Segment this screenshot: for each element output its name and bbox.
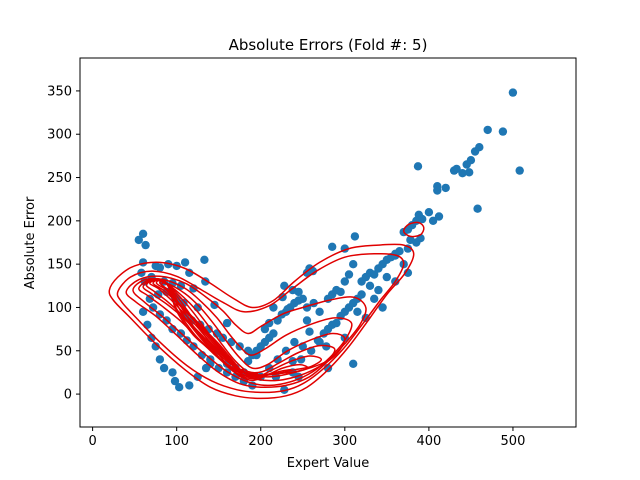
data-point bbox=[441, 183, 450, 193]
y-tick-label: 200 bbox=[47, 214, 72, 229]
density-contour-line bbox=[160, 281, 245, 371]
data-point bbox=[155, 355, 165, 364]
data-point bbox=[290, 337, 299, 347]
data-point bbox=[143, 320, 152, 329]
data-point bbox=[344, 270, 354, 279]
data-point bbox=[148, 303, 158, 312]
y-tick-label: 50 bbox=[55, 344, 72, 359]
data-point bbox=[452, 164, 461, 174]
data-point bbox=[185, 268, 194, 277]
density-contour-line bbox=[125, 275, 367, 389]
y-tick-label: 100 bbox=[47, 301, 72, 316]
data-point bbox=[508, 88, 518, 97]
data-point bbox=[298, 294, 307, 303]
data-point bbox=[353, 307, 362, 316]
density-contour-line bbox=[108, 243, 415, 400]
x-tick-label: 200 bbox=[248, 434, 273, 449]
data-point bbox=[280, 281, 289, 290]
data-point bbox=[305, 327, 314, 336]
x-tick-label: 500 bbox=[501, 434, 526, 449]
data-point bbox=[180, 258, 190, 267]
data-point bbox=[328, 242, 337, 251]
x-tick-label: 100 bbox=[164, 434, 189, 449]
data-point bbox=[378, 303, 387, 312]
data-point bbox=[458, 169, 467, 178]
data-point bbox=[350, 232, 360, 241]
data-point bbox=[428, 216, 438, 225]
data-point bbox=[280, 385, 289, 394]
data-point bbox=[294, 287, 303, 297]
data-point bbox=[466, 156, 476, 165]
data-point bbox=[475, 143, 484, 152]
data-point bbox=[138, 307, 148, 316]
y-tick-label: 250 bbox=[47, 171, 72, 186]
density-contour-line bbox=[152, 278, 292, 380]
data-point bbox=[302, 316, 312, 325]
data-point bbox=[434, 212, 444, 221]
plot-area bbox=[108, 88, 524, 400]
plot-frame bbox=[79, 57, 577, 428]
data-point bbox=[413, 162, 423, 171]
data-point bbox=[340, 277, 349, 286]
data-point bbox=[370, 294, 379, 303]
data-point bbox=[370, 270, 379, 279]
density-contour-line bbox=[116, 252, 405, 394]
data-point bbox=[138, 229, 148, 238]
data-point bbox=[433, 182, 442, 191]
data-point bbox=[382, 272, 391, 282]
density-contour-line bbox=[132, 277, 353, 387]
data-point bbox=[349, 359, 358, 368]
data-point bbox=[418, 214, 427, 224]
data-point bbox=[141, 240, 150, 250]
plot-content bbox=[108, 88, 524, 400]
data-point bbox=[206, 359, 215, 368]
data-point bbox=[155, 263, 165, 272]
data-point bbox=[175, 383, 184, 392]
density-contour-line bbox=[145, 278, 323, 378]
data-point bbox=[336, 287, 345, 297]
data-point bbox=[374, 285, 383, 295]
data-point bbox=[222, 318, 232, 328]
density-contour-line bbox=[402, 221, 425, 238]
x-tick-label: 0 bbox=[88, 434, 96, 449]
y-tick-label: 0 bbox=[64, 388, 72, 403]
data-point bbox=[365, 281, 375, 290]
data-point bbox=[134, 235, 143, 245]
data-point bbox=[357, 290, 366, 299]
data-point bbox=[498, 127, 508, 136]
data-point bbox=[185, 381, 194, 390]
chart-title: Absolute Errors (Fold #: 5) bbox=[229, 36, 428, 54]
y-tick-label: 300 bbox=[47, 128, 72, 143]
data-point bbox=[164, 260, 173, 269]
data-point bbox=[483, 125, 492, 135]
x-axis-label: Expert Value bbox=[287, 456, 369, 471]
data-point bbox=[159, 363, 169, 373]
data-point bbox=[515, 166, 524, 175]
data-point bbox=[403, 244, 413, 253]
data-point bbox=[473, 204, 482, 213]
y-tick-label: 150 bbox=[47, 258, 72, 273]
y-axis-label: Absolute Error bbox=[23, 196, 38, 289]
data-point bbox=[349, 260, 358, 269]
x-tick-label: 400 bbox=[416, 434, 441, 449]
data-point bbox=[315, 307, 324, 316]
data-point bbox=[273, 355, 282, 364]
axes: 0 100 200 300 400 500 0 50 100 150 200 250 300 350 bbox=[47, 57, 577, 449]
data-point bbox=[332, 318, 341, 328]
data-point bbox=[424, 208, 434, 217]
data-point bbox=[465, 168, 474, 177]
data-point bbox=[151, 342, 160, 351]
data-point bbox=[260, 324, 270, 334]
x-tick-label: 300 bbox=[332, 434, 357, 449]
data-point bbox=[145, 294, 154, 303]
data-point bbox=[168, 368, 177, 377]
y-tick-label: 350 bbox=[47, 84, 72, 99]
data-point bbox=[200, 255, 209, 264]
data-point bbox=[269, 329, 278, 338]
data-point bbox=[170, 376, 180, 386]
